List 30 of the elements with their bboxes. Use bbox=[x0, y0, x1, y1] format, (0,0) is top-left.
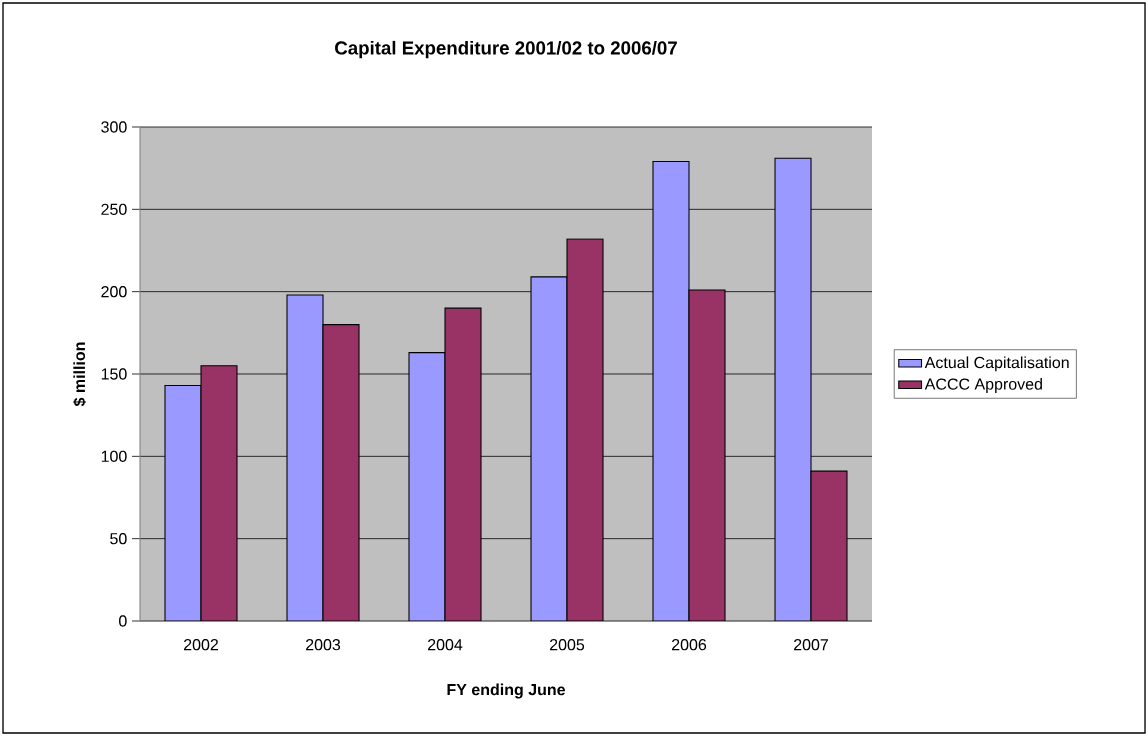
bar bbox=[322, 324, 360, 621]
x-tick-label: 2003 bbox=[306, 639, 341, 651]
y-tick-label: 50 bbox=[110, 533, 127, 545]
bar bbox=[164, 384, 202, 621]
bar bbox=[530, 276, 568, 621]
y-axis-title: $ million bbox=[73, 342, 87, 407]
y-tick-label: 200 bbox=[101, 286, 127, 298]
y-tick-label: 0 bbox=[119, 615, 127, 627]
bar bbox=[810, 470, 848, 621]
bar bbox=[774, 157, 812, 621]
bar bbox=[688, 289, 726, 621]
bar bbox=[444, 307, 482, 621]
bar bbox=[200, 365, 238, 621]
y-tick-label: 150 bbox=[101, 368, 127, 380]
x-tick-label: 2007 bbox=[794, 639, 828, 651]
y-tick-label: 100 bbox=[101, 450, 127, 462]
x-tick-label: 2006 bbox=[672, 639, 707, 651]
legend-label: ACCC Approved bbox=[924, 378, 1042, 393]
x-tick-label: 2004 bbox=[428, 639, 463, 651]
x-axis-title: FY ending June bbox=[447, 683, 566, 699]
x-tick-label: 2002 bbox=[184, 639, 218, 651]
bar bbox=[652, 161, 690, 621]
legend-label: Actual Capitalisation bbox=[924, 356, 1069, 372]
chart-title: Capital Expenditure 2001/02 to 2006/07 bbox=[335, 40, 677, 59]
y-tick-label: 250 bbox=[101, 203, 127, 215]
y-tick-label: 300 bbox=[101, 121, 127, 133]
x-tick-label: 2005 bbox=[550, 639, 585, 651]
bar bbox=[566, 238, 604, 621]
bar bbox=[408, 352, 446, 621]
bar bbox=[286, 294, 324, 621]
